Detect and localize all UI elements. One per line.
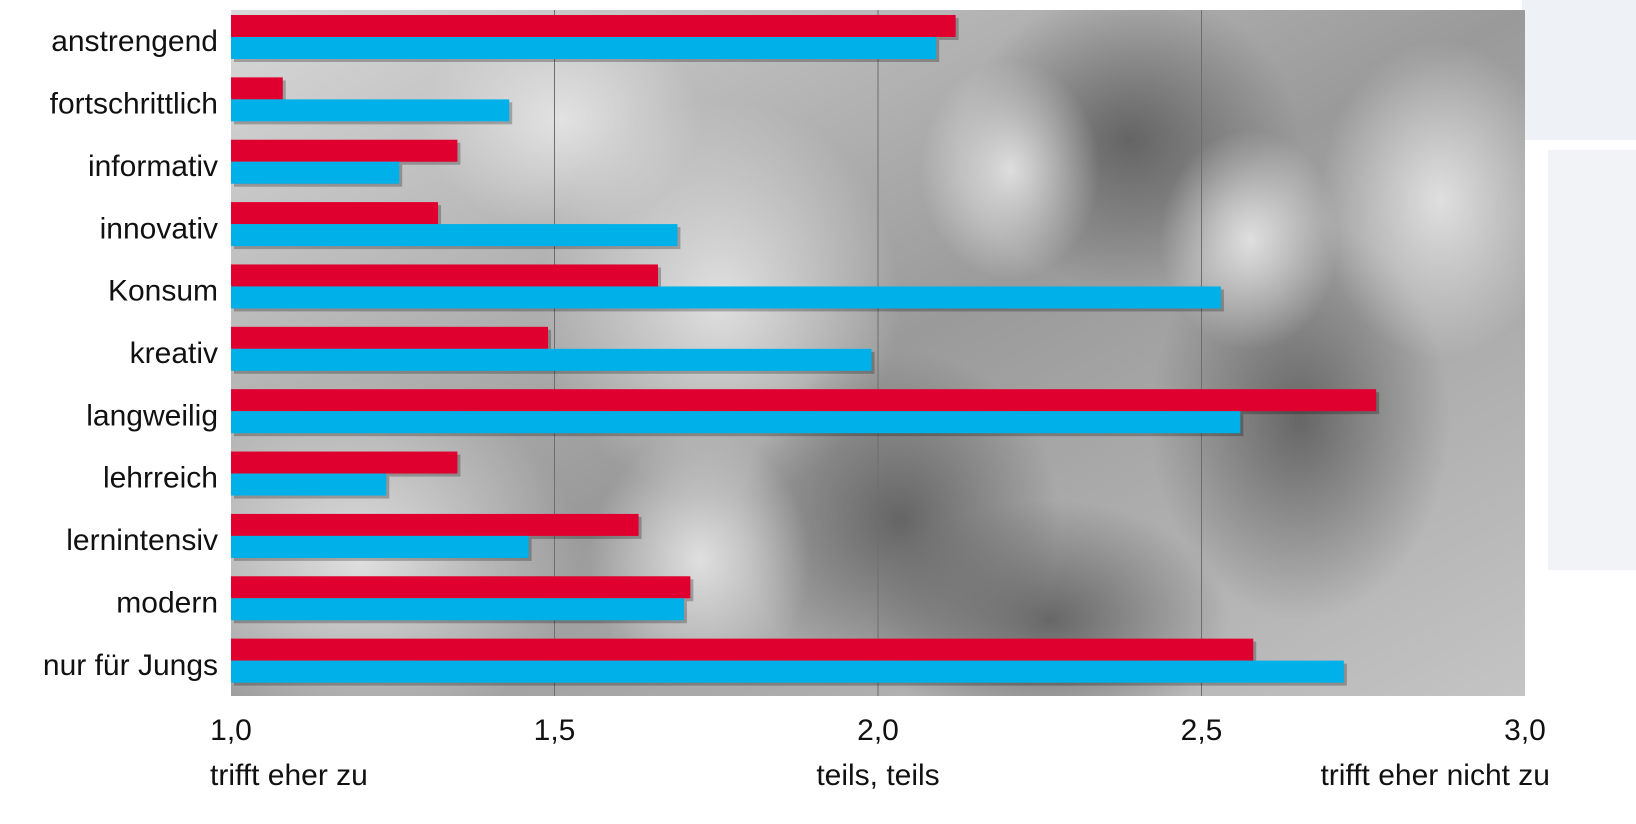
decor-panel-mid [1548, 150, 1636, 570]
bar-blue [231, 37, 937, 59]
bar-blue [231, 411, 1241, 434]
bar-red [231, 264, 659, 287]
bar-red [231, 77, 283, 100]
bar-red [231, 638, 1254, 661]
bars [231, 15, 1380, 686]
x-tick-label: 1,0 [210, 714, 252, 747]
category-label: kreativ [130, 337, 218, 370]
scale-label: trifft eher nicht zu [1320, 759, 1550, 792]
x-tick-labels: 1,0 1,5 2,0 2,5 3,0 [210, 714, 1546, 747]
bar-blue [231, 99, 510, 122]
category-label: lernintensiv [66, 524, 218, 557]
bar-red [231, 202, 439, 225]
bar-red [231, 326, 549, 349]
bar-red [231, 513, 639, 536]
x-tick-label: 3,0 [1504, 714, 1546, 747]
category-label: informativ [88, 150, 218, 183]
x-tick-label: 1,5 [534, 714, 576, 747]
bar-blue [231, 660, 1344, 683]
bar-red [231, 139, 458, 162]
category-labels: anstrengend fortschrittlich informativ inno… [43, 25, 218, 682]
category-label: lehrreich [103, 462, 218, 495]
x-tick-label: 2,5 [1181, 714, 1223, 747]
bar-red [231, 451, 458, 474]
bar-red [231, 576, 691, 599]
scale-labels: trifft eher zu teils, teils trifft eher ni… [210, 759, 1550, 792]
bar-blue [231, 286, 1221, 309]
bar-blue [231, 473, 387, 496]
bar-blue [231, 598, 684, 621]
category-label: nur für Jungs [43, 649, 218, 682]
x-tick-label: 2,0 [857, 714, 899, 747]
bar-blue [231, 161, 400, 184]
scale-label: teils, teils [816, 759, 939, 792]
category-label: anstrengend [51, 25, 218, 58]
bar-red [231, 389, 1377, 412]
bar-red [231, 15, 956, 37]
decor-panel-top [1522, 0, 1636, 140]
bar-blue [231, 224, 678, 247]
category-label: Konsum [108, 275, 218, 308]
category-label: langweilig [86, 399, 218, 432]
bar-blue [231, 535, 529, 558]
category-label: fortschrittlich [50, 88, 218, 121]
bar-blue [231, 348, 872, 371]
category-label: modern [116, 586, 218, 619]
category-label: innovativ [100, 212, 218, 245]
scale-label: trifft eher zu [210, 759, 368, 792]
